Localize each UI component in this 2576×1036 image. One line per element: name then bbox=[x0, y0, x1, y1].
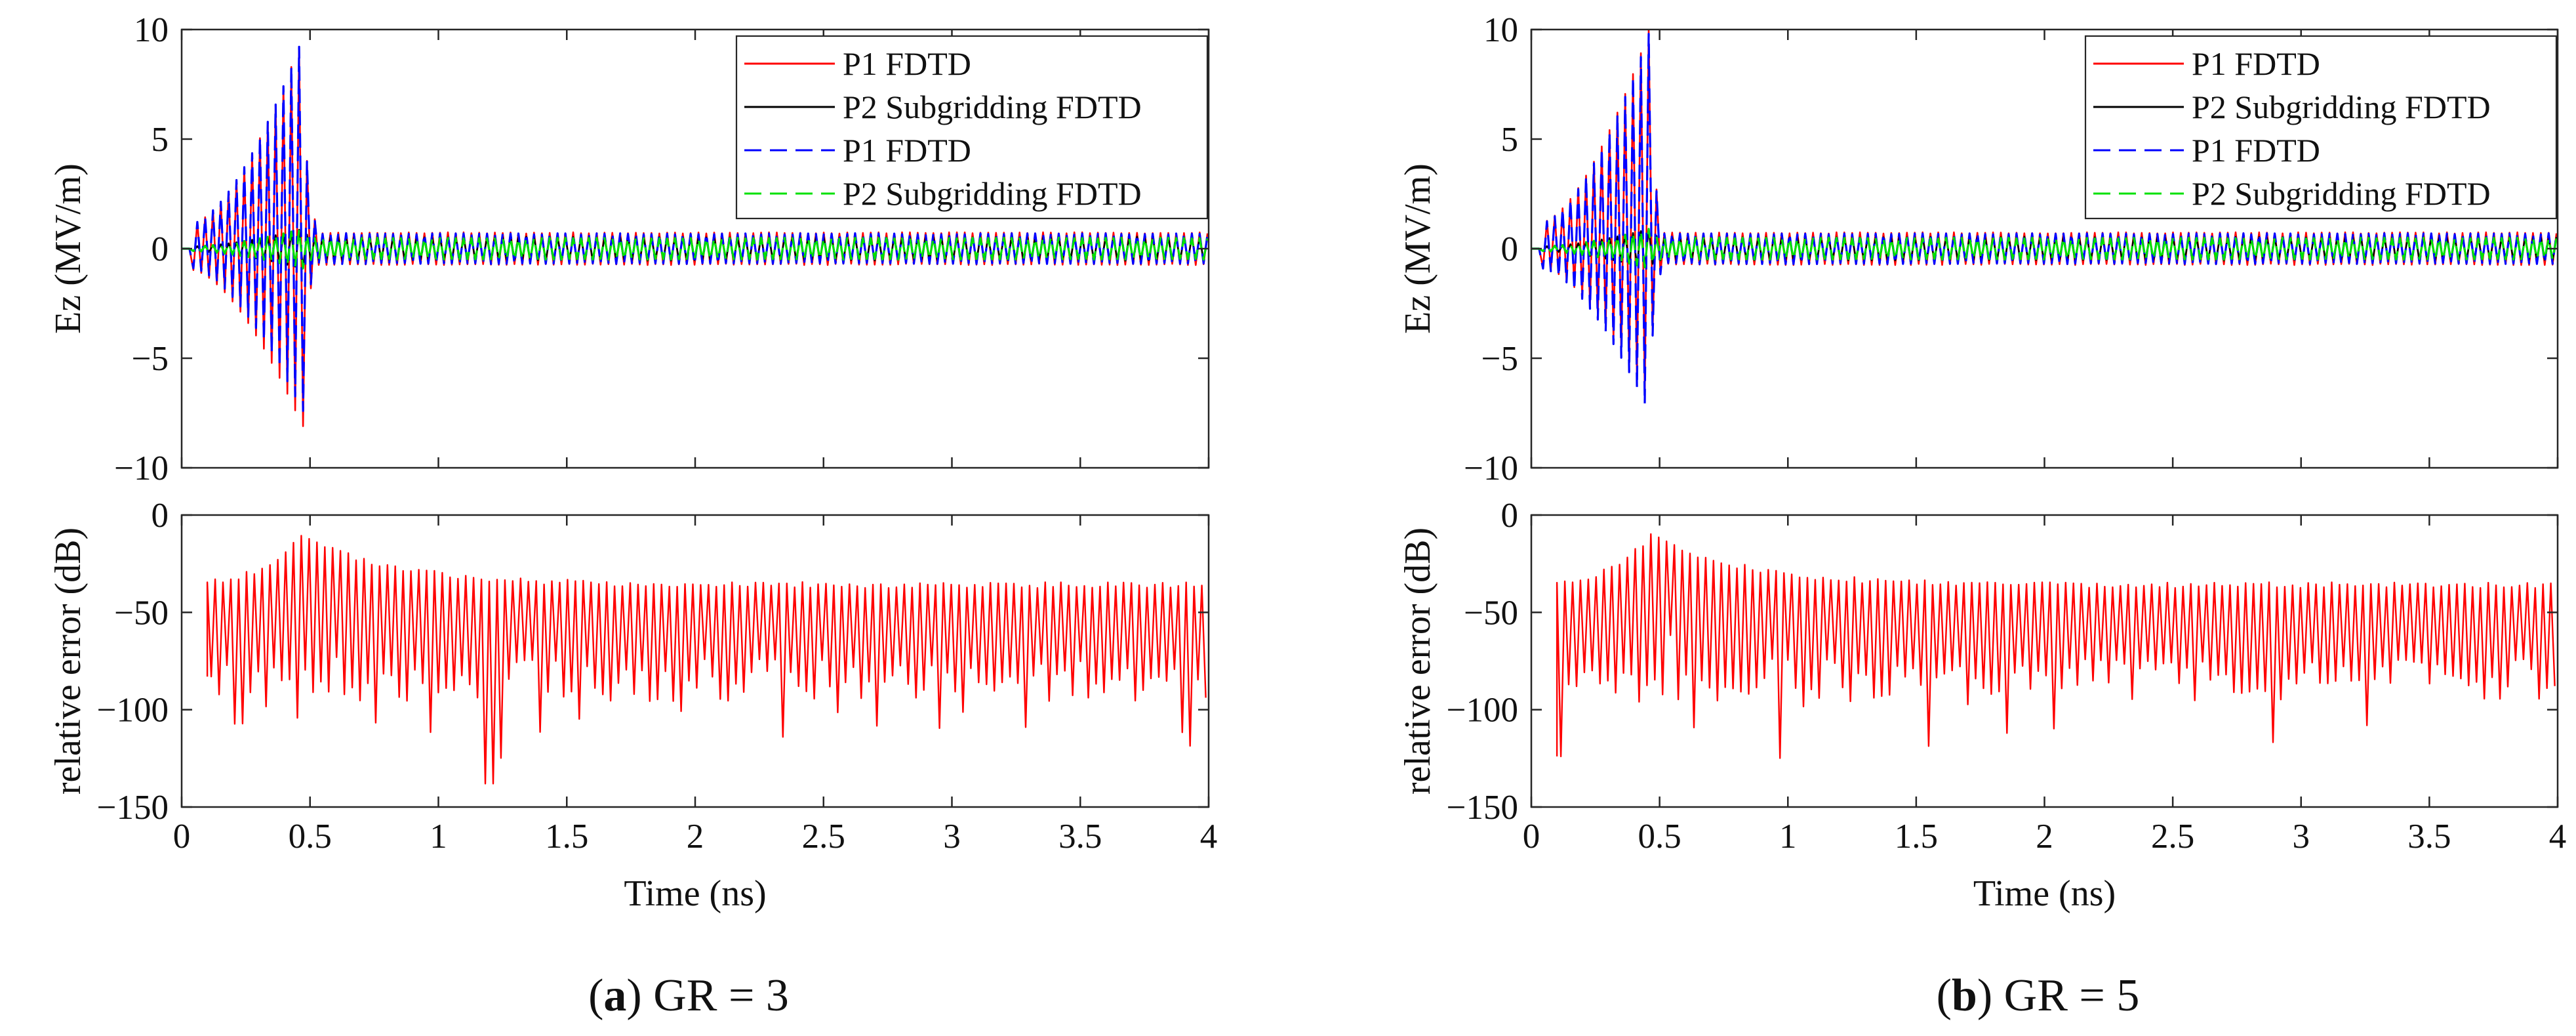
x-tick-label: 1 bbox=[430, 818, 447, 856]
y-axis-label: relative error (dB) bbox=[1398, 528, 1438, 795]
x-tick-label: 2 bbox=[2036, 818, 2053, 856]
legend-label-2: P2 Subgridding FDTD bbox=[843, 89, 1142, 125]
error-line bbox=[1556, 533, 2556, 759]
caption-letter: b bbox=[1952, 970, 1977, 1021]
y-tick-label: 0 bbox=[1501, 497, 1519, 535]
x-axis-label: Time (ns) bbox=[624, 873, 766, 914]
y-tick-label: −100 bbox=[97, 692, 169, 730]
x-tick-label: 2.5 bbox=[802, 818, 845, 856]
legend-label-4: P2 Subgridding FDTD bbox=[2192, 175, 2491, 212]
panel-caption: (a) GR = 3 bbox=[588, 970, 789, 1021]
x-tick-label: 3 bbox=[2293, 818, 2310, 856]
error-subplot: −150 −100 −50 0 0 0.5 1 1.5 2 2.5 3 3.5 4 Time (ns) re… bbox=[1398, 497, 2566, 914]
series-line-4 bbox=[1531, 228, 2558, 268]
y-axis-label: relative error (dB) bbox=[48, 528, 89, 795]
y-tick-label: 10 bbox=[1483, 11, 1518, 49]
y-tick-label: −150 bbox=[1447, 789, 1518, 827]
x-tick-label: 2.5 bbox=[2151, 818, 2194, 856]
x-tick-label: 0 bbox=[173, 818, 191, 856]
x-tick-label: 0.5 bbox=[1638, 818, 1681, 856]
legend-label-3: P1 FDTD bbox=[2192, 132, 2320, 169]
error-subplot: −150 −100 −50 0 0 0.5 1 1.5 2 2.5 3 3.5 4 Time (ns) re… bbox=[48, 497, 1217, 914]
legend-box bbox=[2084, 35, 2558, 220]
caption-letter: a bbox=[603, 970, 626, 1021]
ez-subplot: −10 −5 0 5 10 Ez (MV/m) P1 FDTD P2 Subgridding … bbox=[48, 11, 1210, 487]
y-tick-label: −10 bbox=[114, 449, 169, 487]
y-axis-label: Ez (MV/m) bbox=[48, 163, 89, 334]
y-tick-label: −5 bbox=[1481, 340, 1518, 378]
error-plot-area bbox=[206, 535, 1207, 785]
y-tick-label: 5 bbox=[151, 121, 169, 159]
x-tick-label: 3.5 bbox=[1058, 818, 1102, 856]
series-line-4 bbox=[182, 228, 1209, 270]
y-tick-label: −100 bbox=[1447, 692, 1518, 730]
caption-text: ) GR = 3 bbox=[626, 970, 789, 1021]
x-tick-label: 3 bbox=[943, 818, 961, 856]
ez-plot-area bbox=[1531, 30, 2558, 405]
x-tick-label: 4 bbox=[1200, 818, 1218, 856]
y-tick-label: −150 bbox=[97, 789, 169, 827]
legend: P1 FDTD P2 Subgridding FDTD P1 FDTD P2 Subg… bbox=[2084, 35, 2558, 220]
legend-label-1: P1 FDTD bbox=[2192, 45, 2320, 82]
legend-label-4: P2 Subgridding FDTD bbox=[843, 175, 1142, 212]
caption-open-paren: ( bbox=[588, 970, 603, 1021]
y-axis-label: Ez (MV/m) bbox=[1398, 163, 1438, 334]
legend-label-3: P1 FDTD bbox=[843, 132, 971, 169]
legend: P1 FDTD P2 Subgridding FDTD P1 FDTD P2 Subg… bbox=[735, 35, 1209, 220]
x-axis-label: Time (ns) bbox=[1973, 873, 2116, 914]
x-tick-label: 1.5 bbox=[545, 818, 588, 856]
error-plot-area bbox=[1556, 533, 2556, 759]
caption-open-paren: ( bbox=[1937, 970, 1952, 1021]
error-line bbox=[206, 535, 1207, 785]
x-tick-label: 1.5 bbox=[1895, 818, 1938, 856]
y-tick-label: 10 bbox=[134, 11, 169, 49]
ez-plot-area bbox=[182, 45, 1209, 427]
y-tick-label: −5 bbox=[132, 340, 169, 378]
y-tick-label: −10 bbox=[1464, 449, 1518, 487]
y-tick-label: −50 bbox=[114, 594, 169, 632]
x-tick-label: 0.5 bbox=[289, 818, 332, 856]
ez-subplot: −10 −5 0 5 10 Ez (MV/m) P1 FDTD P2 Subgridding … bbox=[1398, 11, 2559, 487]
x-tick-label: 4 bbox=[2549, 818, 2567, 856]
legend-label-2: P2 Subgridding FDTD bbox=[2192, 89, 2491, 125]
panel-caption: (b) GR = 5 bbox=[1937, 970, 2140, 1021]
y-tick-label: −50 bbox=[1464, 594, 1518, 632]
caption-text: ) GR = 5 bbox=[1977, 970, 2140, 1021]
y-tick-label: 5 bbox=[1501, 121, 1519, 159]
y-tick-label: 0 bbox=[151, 230, 169, 268]
legend-box bbox=[735, 35, 1209, 220]
y-tick-label: 0 bbox=[151, 497, 169, 535]
x-tick-label: 3.5 bbox=[2407, 818, 2451, 856]
x-tick-label: 1 bbox=[1779, 818, 1797, 856]
x-tick-label: 2 bbox=[687, 818, 704, 856]
x-tick-label: 0 bbox=[1523, 818, 1540, 856]
y-tick-label: 0 bbox=[1501, 230, 1519, 268]
legend-label-1: P1 FDTD bbox=[843, 45, 971, 82]
